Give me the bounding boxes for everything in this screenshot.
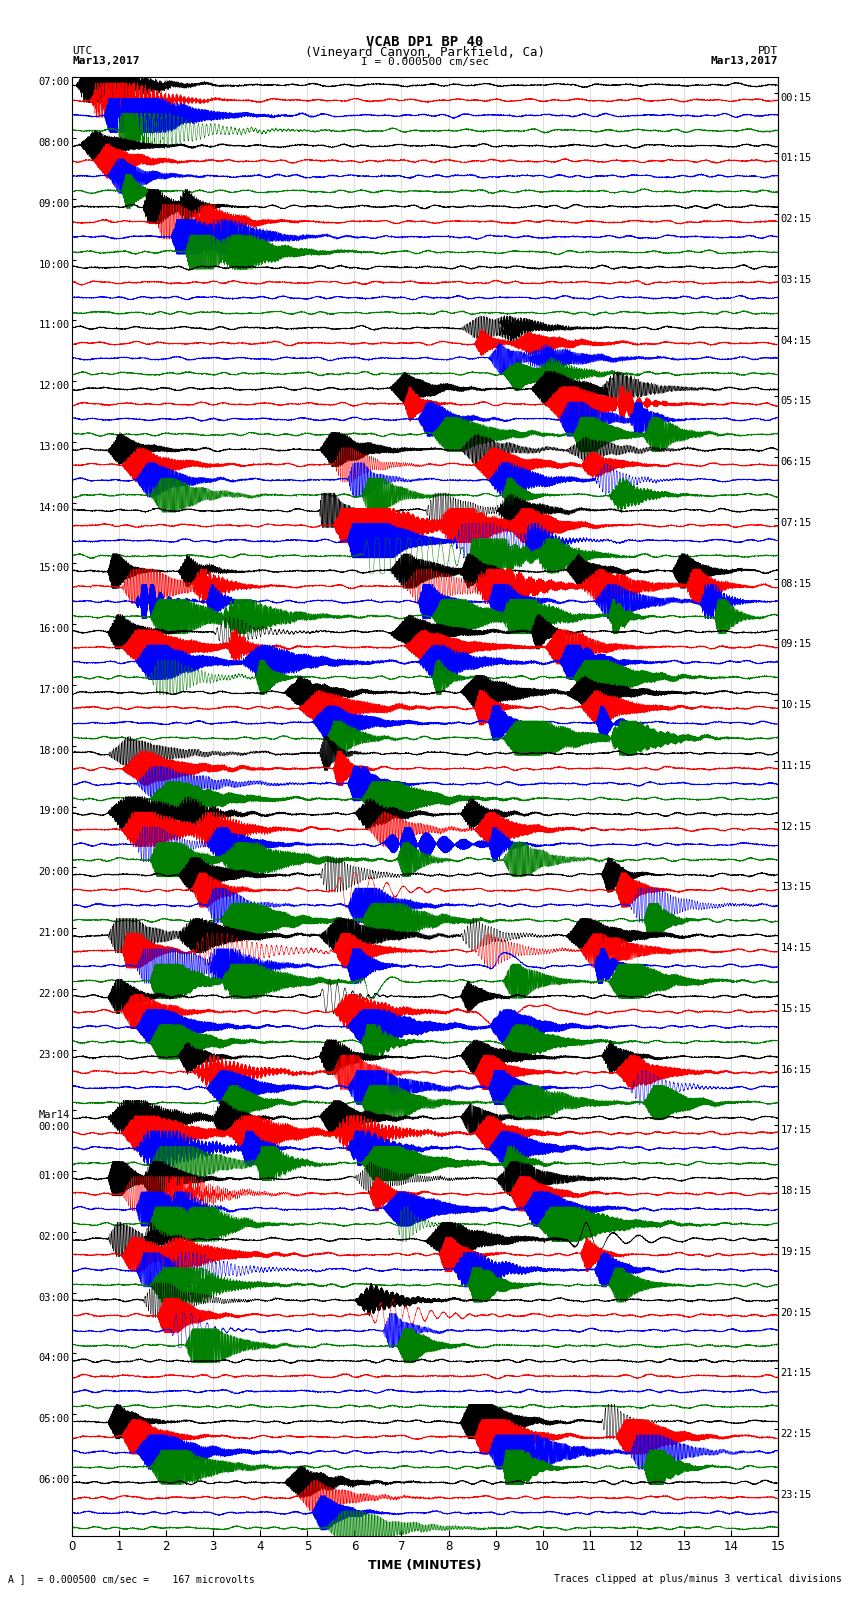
Text: Traces clipped at plus/minus 3 vertical divisions: Traces clipped at plus/minus 3 vertical … (553, 1574, 842, 1584)
Text: PDT: PDT (757, 45, 778, 56)
Text: I = 0.000500 cm/sec: I = 0.000500 cm/sec (361, 58, 489, 68)
Text: VCAB DP1 BP 40: VCAB DP1 BP 40 (366, 35, 484, 48)
Text: (Vineyard Canyon, Parkfield, Ca): (Vineyard Canyon, Parkfield, Ca) (305, 45, 545, 60)
Text: A ]  = 0.000500 cm/sec =    167 microvolts: A ] = 0.000500 cm/sec = 167 microvolts (8, 1574, 255, 1584)
Text: Mar13,2017: Mar13,2017 (72, 56, 139, 66)
Text: UTC: UTC (72, 45, 93, 56)
X-axis label: TIME (MINUTES): TIME (MINUTES) (368, 1560, 482, 1573)
Text: Mar13,2017: Mar13,2017 (711, 56, 778, 66)
